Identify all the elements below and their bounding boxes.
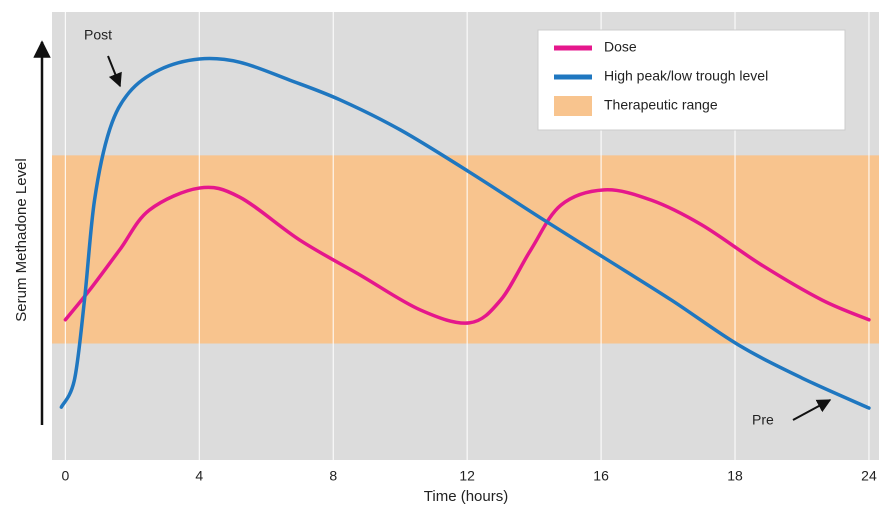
x-tick-label: 8 [329,468,337,484]
therapeutic-band [52,155,879,344]
annotation-arrow [107,55,122,88]
annotation: Post [84,27,112,43]
x-tick-label: 16 [593,468,609,484]
line [63,185,871,325]
x-tick-label: 12 [459,468,475,484]
legend-label: Dose [604,39,637,55]
x-tick-label: 0 [61,468,69,484]
legend-label: Therapeutic range [604,97,718,113]
x-tick-label: 18 [727,468,743,484]
legend-swatch [554,96,592,116]
y-axis-title: Serum Methadone Level [13,158,30,321]
line [59,56,871,410]
x-tick-label: 4 [195,468,203,484]
x-tick-label: 24 [861,468,877,484]
annotation: Pre [752,412,774,428]
annotation-arrow [792,399,832,421]
x-axis-title: Time (hours) [424,488,508,505]
legend-label: High peak/low trough level [604,68,768,84]
